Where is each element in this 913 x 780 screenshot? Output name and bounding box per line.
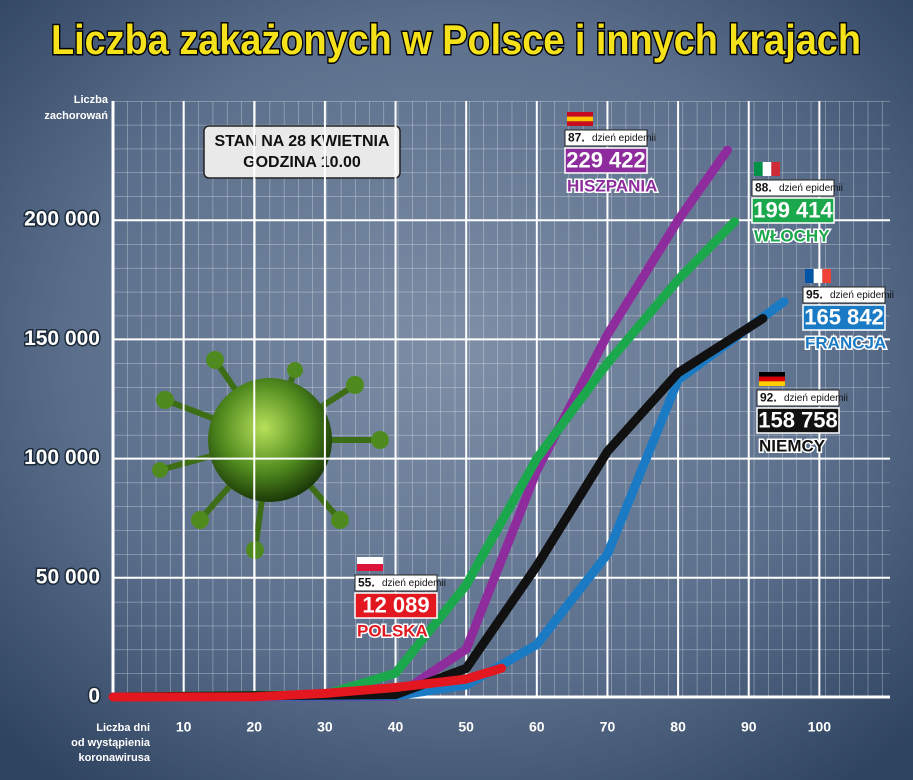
day-caption: dzień epidemii — [784, 393, 848, 404]
series-name: HISZPANIA — [567, 176, 657, 195]
value-box — [756, 407, 840, 434]
grid: 0 50 000 100 000 150 000 200 000 10 20 30 40 50 60… — [23, 94, 890, 764]
series-label: 92. dzień epidemii 158 758 NIEMCY — [756, 372, 848, 457]
labels: 87. dzień epidemii 229 422 HISZPANIA 88. dzie… — [354, 112, 894, 642]
x-tick-label: 20 — [246, 719, 262, 735]
day-box — [802, 286, 886, 304]
day-number: 95. — [806, 288, 823, 302]
x-tick-label: 70 — [600, 719, 616, 735]
value-box — [354, 592, 438, 619]
annotation: GODZINA 10.00 — [243, 154, 361, 171]
flag-stripe — [754, 162, 763, 176]
value-label: 229 422 — [566, 147, 646, 172]
y-tick-label: 0 — [88, 685, 100, 708]
value-box — [564, 147, 648, 174]
y-tick-label: 50 000 — [36, 565, 100, 588]
stat-box-bg — [203, 125, 401, 179]
flag-stripe — [759, 372, 785, 377]
x-tick-label: 40 — [388, 719, 404, 735]
x-tick-label: 90 — [741, 719, 757, 735]
value-label: 199 414 — [753, 197, 833, 222]
flag-stripe — [805, 269, 814, 283]
series-label: 95. dzień epidemii 165 842 FRANCJA — [802, 269, 894, 354]
y-tick-label: 200 000 — [24, 208, 100, 231]
flag-stripe — [759, 376, 785, 382]
x-axis-label: koronawirusa — [78, 752, 150, 764]
y-tick-label: 100 000 — [24, 446, 100, 469]
series-line — [108, 314, 768, 702]
y-axis-label: zachorowań — [44, 110, 108, 122]
flag-stripe — [762, 162, 772, 176]
series-line — [108, 663, 506, 702]
x-tick-label: 80 — [670, 719, 686, 735]
flag-stripe — [759, 381, 785, 386]
day-caption: dzień epidemii — [830, 290, 894, 301]
series-label: 87. dzień epidemii 229 422 HISZPANIA — [564, 112, 659, 197]
series-name: NIEMCY — [759, 436, 826, 455]
series-name: WŁOCHY — [754, 226, 830, 245]
x-tick-label: 60 — [529, 719, 545, 735]
x-tick-label: 50 — [458, 719, 474, 735]
flag-stripe — [567, 112, 593, 117]
series-name: FRANCJA — [805, 333, 886, 352]
day-number: 55. — [358, 576, 375, 590]
stat-box: STAN NA 28 KWIETNIA GODZINA 10.00 — [203, 125, 401, 179]
series-label: 88. dzień epidemii 199 414 WŁOCHY — [751, 162, 843, 247]
y-axis-label: Liczba — [74, 94, 109, 106]
day-caption: dzień epidemii — [779, 183, 843, 194]
series-name: POLSKA — [357, 621, 428, 640]
y-tick-label: 150 000 — [24, 327, 100, 350]
x-tick-label: 10 — [176, 719, 192, 735]
value-box — [751, 197, 835, 224]
day-number: 88. — [755, 181, 772, 195]
x-axis-label: od wystąpienia — [71, 737, 151, 749]
day-number: 92. — [760, 391, 777, 405]
x-tick-label: 100 — [808, 719, 832, 735]
value-box — [802, 304, 886, 331]
series-label: 55. dzień epidemii 12 089 POLSKA — [354, 557, 446, 642]
x-tick-label: 30 — [317, 719, 333, 735]
day-box — [751, 179, 835, 197]
day-caption: dzień epidemii — [382, 578, 446, 589]
chart-title: Liczba zakażonych w Polsce i innych kraj… — [51, 16, 861, 63]
flag-stripe — [813, 269, 823, 283]
value-label: 165 842 — [804, 304, 884, 329]
flag-stripe — [771, 162, 780, 176]
day-box — [756, 389, 840, 407]
flag-stripe — [357, 557, 383, 564]
value-label: 158 758 — [758, 407, 838, 432]
day-caption: dzień epidemii — [592, 133, 656, 144]
day-number: 87. — [568, 131, 585, 145]
flag-stripe — [357, 564, 383, 571]
flag-stripe — [822, 269, 831, 283]
value-label: 12 089 — [362, 592, 429, 617]
annotation: STAN NA 28 KWIETNIA — [214, 133, 390, 150]
day-box — [354, 574, 438, 592]
day-box — [564, 129, 648, 147]
flag-stripe — [567, 121, 593, 126]
x-axis-label: Liczba dni — [96, 722, 150, 734]
flag-stripe — [567, 116, 593, 122]
lines — [108, 145, 789, 702]
